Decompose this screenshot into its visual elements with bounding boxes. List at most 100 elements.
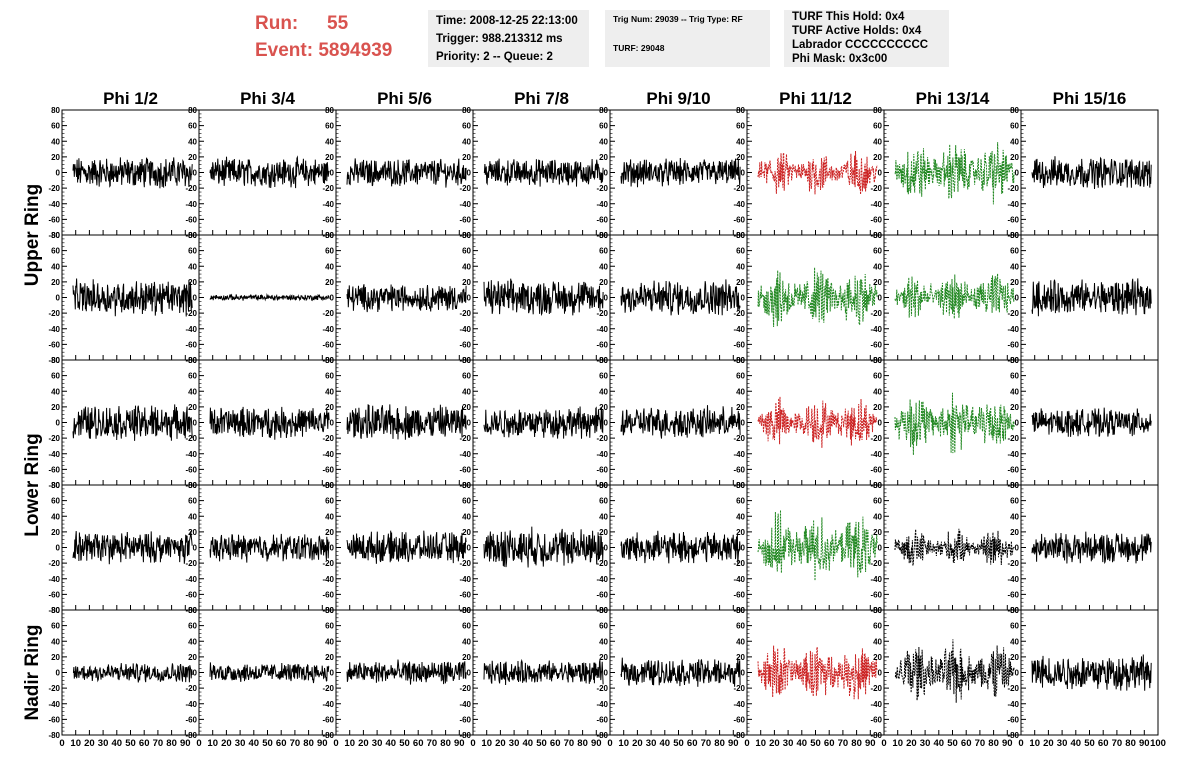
y-tick-label: 40 xyxy=(1010,637,1019,646)
x-tick-label: 10 xyxy=(70,738,81,749)
x-tick-label: 80 xyxy=(166,738,177,749)
x-tick-label: 30 xyxy=(372,738,383,749)
y-tick-label: -20 xyxy=(185,684,197,693)
x-tick-label: 90 xyxy=(1002,738,1013,749)
y-tick-label: -60 xyxy=(596,465,608,474)
y-tick-label: 20 xyxy=(599,653,608,662)
y-tick-label: -40 xyxy=(48,575,60,584)
y-tick-label: -40 xyxy=(596,200,608,209)
x-tick-label: 20 xyxy=(632,738,643,749)
y-tick-label: 60 xyxy=(599,122,608,131)
waveform-trace xyxy=(894,273,1015,319)
y-tick-label: 80 xyxy=(599,356,608,365)
column-title: Phi 5/6 xyxy=(377,89,432,108)
y-tick-label: 80 xyxy=(51,106,60,115)
y-tick-label: 80 xyxy=(188,231,197,240)
column-title: Phi 3/4 xyxy=(240,89,295,108)
y-tick-label: 80 xyxy=(873,481,882,490)
y-tick-label: 80 xyxy=(599,481,608,490)
y-tick-label: -20 xyxy=(596,184,608,193)
y-tick-label: 80 xyxy=(736,106,745,115)
y-tick-label: -60 xyxy=(870,465,882,474)
y-tick-label: -60 xyxy=(870,715,882,724)
y-tick-label: 0 xyxy=(193,294,198,303)
y-tick-label: -80 xyxy=(185,731,197,740)
y-tick-label: -40 xyxy=(870,325,882,334)
y-tick-label: 40 xyxy=(873,637,882,646)
y-tick-label: -20 xyxy=(596,684,608,693)
y-tick-label: 40 xyxy=(1010,387,1019,396)
y-tick-label: -40 xyxy=(48,325,60,334)
y-tick-label: 20 xyxy=(51,403,60,412)
y-tick-label: -80 xyxy=(870,731,882,740)
y-tick-label: 60 xyxy=(51,372,60,381)
x-tick-label: 10 xyxy=(344,738,355,749)
waveform-trace xyxy=(483,526,604,568)
y-tick-label: 20 xyxy=(51,528,60,537)
y-tick-label: 40 xyxy=(462,137,471,146)
y-tick-label: -60 xyxy=(48,215,60,224)
turf-line: TURF: 29048 xyxy=(613,43,665,53)
y-tick-label: 20 xyxy=(462,278,471,287)
y-tick-label: 40 xyxy=(462,637,471,646)
x-tick-label: 20 xyxy=(1043,738,1054,749)
y-tick-label: 60 xyxy=(51,622,60,631)
y-tick-label: -20 xyxy=(48,684,60,693)
y-tick-label: -40 xyxy=(48,700,60,709)
y-tick-label: -20 xyxy=(596,559,608,568)
y-tick-label: -40 xyxy=(733,325,745,334)
x-tick-label: 90 xyxy=(317,738,328,749)
y-tick-label: 80 xyxy=(325,231,334,240)
y-tick-label: -60 xyxy=(459,340,471,349)
x-tick-label: 10 xyxy=(618,738,629,749)
y-tick-label: 40 xyxy=(325,512,334,521)
x-tick-label: 70 xyxy=(1112,738,1123,749)
event-line: Event: 5894939 xyxy=(255,37,425,64)
y-tick-label: -60 xyxy=(870,215,882,224)
y-tick-label: 20 xyxy=(325,153,334,162)
y-tick-label: 80 xyxy=(873,106,882,115)
y-tick-label: 60 xyxy=(736,372,745,381)
y-tick-label: 0 xyxy=(56,419,61,428)
y-tick-label: -20 xyxy=(1007,184,1019,193)
y-tick-label: 60 xyxy=(1010,497,1019,506)
y-tick-label: -40 xyxy=(1007,450,1019,459)
y-tick-label: 20 xyxy=(51,153,60,162)
y-tick-label: 20 xyxy=(599,528,608,537)
y-tick-label: 60 xyxy=(188,122,197,131)
x-tick-label: 50 xyxy=(1084,738,1095,749)
y-tick-label: 40 xyxy=(873,262,882,271)
waveform-trace xyxy=(209,155,330,189)
y-tick-label: -60 xyxy=(459,590,471,599)
y-tick-label: -40 xyxy=(596,575,608,584)
waveform-trace xyxy=(483,658,604,686)
y-tick-label: -20 xyxy=(459,184,471,193)
x-tick-label: 90 xyxy=(591,738,602,749)
y-tick-label: -20 xyxy=(596,434,608,443)
y-tick-label: 60 xyxy=(599,622,608,631)
x-tick-label: 60 xyxy=(1098,738,1109,749)
y-tick-label: 0 xyxy=(467,544,472,553)
run-event-block: Run: 55 Event: 5894939 xyxy=(255,10,425,64)
y-tick-label: -80 xyxy=(48,481,60,490)
y-tick-label: -40 xyxy=(185,450,197,459)
y-tick-label: 80 xyxy=(325,481,334,490)
y-tick-label: 0 xyxy=(467,294,472,303)
y-tick-label: 80 xyxy=(188,606,197,615)
x-tick-label: 0 xyxy=(196,738,201,749)
y-tick-label: -20 xyxy=(870,309,882,318)
y-tick-label: 80 xyxy=(736,356,745,365)
x-tick-label: 90 xyxy=(454,738,465,749)
y-tick-label: -40 xyxy=(459,200,471,209)
y-tick-label: -40 xyxy=(322,325,334,334)
x-tick-label: 90 xyxy=(1139,738,1150,749)
y-tick-label: 60 xyxy=(51,497,60,506)
y-tick-label: -60 xyxy=(48,340,60,349)
y-tick-label: -80 xyxy=(48,356,60,365)
y-tick-label: 80 xyxy=(1010,356,1019,365)
